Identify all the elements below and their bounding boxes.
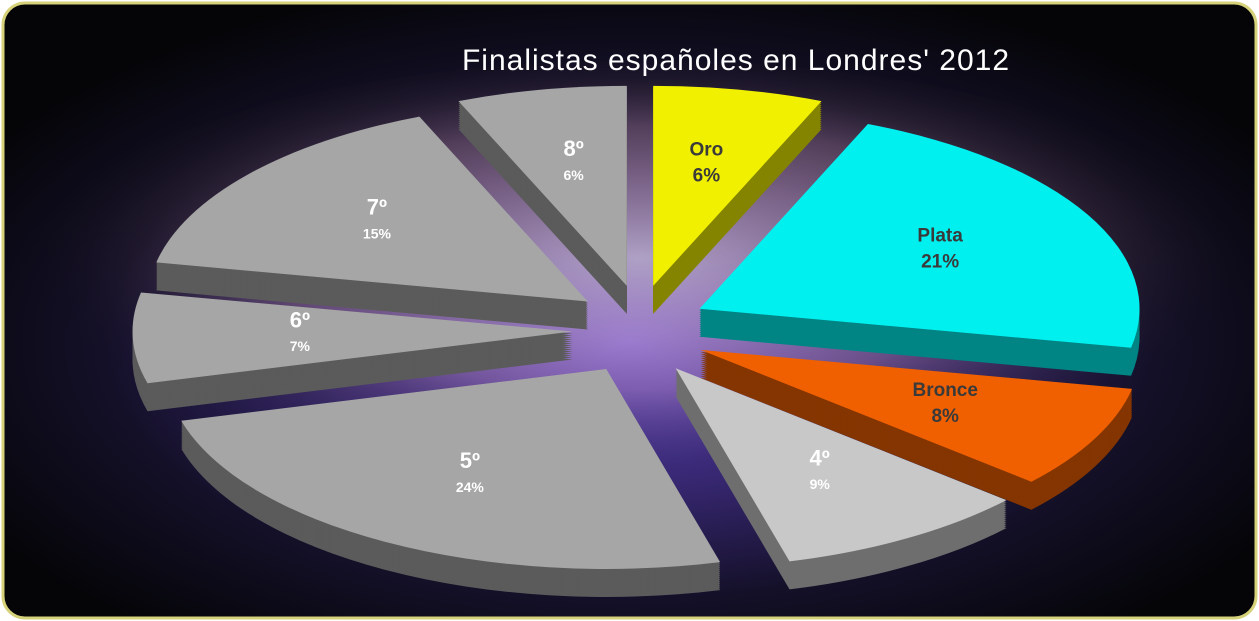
slice [700, 349, 1133, 482]
slice-label: 7º [367, 195, 387, 220]
slice [699, 124, 1140, 348]
value-label: 24% [456, 479, 485, 495]
slice-label: 5º [460, 448, 480, 473]
slice [156, 116, 588, 302]
slice [675, 368, 1007, 562]
slice [132, 292, 573, 384]
slice-label: 4º [810, 445, 830, 470]
slice-label: 8º [563, 136, 583, 161]
value-label: 9% [810, 476, 831, 492]
value-label: 6% [693, 165, 721, 186]
slice-label: Oro [689, 139, 723, 160]
slice-label: 6º [290, 307, 310, 332]
value-label: 15% [363, 225, 392, 241]
slice [458, 85, 627, 286]
slice [181, 368, 721, 569]
chart-title: Finalistas españoles en Londres' 2012 [462, 44, 1010, 77]
value-label: 7% [290, 338, 311, 354]
slice-label: Plata [917, 225, 963, 246]
slice [653, 85, 822, 286]
slice-label: Bronce [912, 380, 977, 401]
value-label: 6% [563, 167, 584, 183]
value-label: 8% [931, 406, 959, 427]
value-label: 21% [921, 251, 959, 272]
